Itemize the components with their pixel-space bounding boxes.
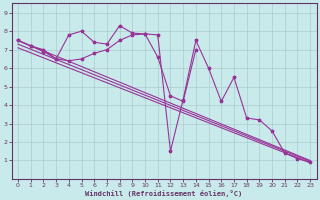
X-axis label: Windchill (Refroidissement éolien,°C): Windchill (Refroidissement éolien,°C) [85,190,243,197]
